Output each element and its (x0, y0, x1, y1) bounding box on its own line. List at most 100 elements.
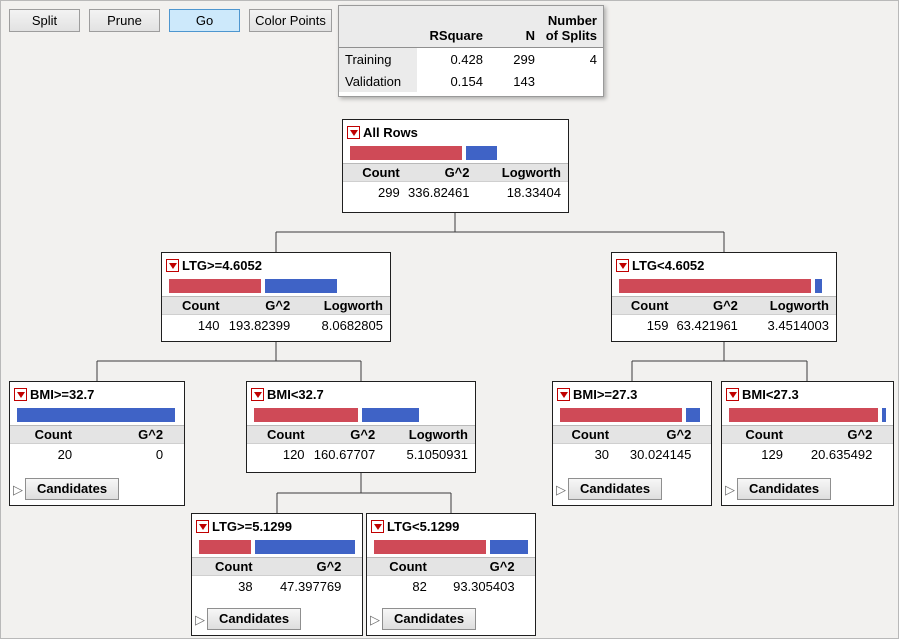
node-stats-header: Count G^2 (192, 557, 362, 576)
disclosure-triangle-icon[interactable]: ▷ (556, 481, 566, 497)
node-menu-icon[interactable] (251, 388, 264, 401)
bar-red-segment (350, 146, 462, 160)
red-triangle-icon (16, 391, 25, 398)
tree-node-bmi-lt-32-7: BMI<32.7 Count G^2 Logworth 120 160.6770… (246, 381, 476, 473)
node-title: All Rows (363, 125, 418, 140)
disclosure-triangle-icon[interactable]: ▷ (725, 481, 735, 497)
g2-header: G^2 (847, 427, 873, 442)
node-title-row: BMI>=27.3 (553, 382, 711, 404)
node-title-row: BMI>=32.7 (10, 382, 184, 404)
g2-value: 30.024145 (629, 447, 692, 462)
logworth-header: Logworth (769, 298, 829, 313)
bar-red-segment (560, 408, 682, 422)
go-button[interactable]: Go (169, 9, 240, 32)
count-value: 38 (238, 579, 253, 594)
tree-node-ltg-lt-4-6052: LTG<4.6052 Count G^2 Logworth 159 63.421… (611, 252, 837, 342)
node-stats-values: 299 336.82461 18.33404 (343, 183, 568, 202)
node-menu-icon[interactable] (616, 259, 629, 272)
node-stats-values: 38 47.397769 (192, 577, 362, 596)
class-probability-bar (612, 275, 836, 296)
bar-blue-segment (686, 408, 700, 422)
bar-blue-segment (255, 540, 355, 554)
count-header: Count (215, 559, 253, 574)
bar-red-segment (374, 540, 486, 554)
g2-header: G^2 (138, 427, 164, 442)
color-points-button[interactable]: Color Points (249, 9, 332, 32)
node-title: LTG>=4.6052 (182, 258, 262, 273)
disclosure-triangle-icon[interactable]: ▷ (13, 481, 23, 497)
logworth-header: Logworth (323, 298, 383, 313)
red-triangle-icon (168, 262, 177, 269)
g2-header: G^2 (316, 559, 342, 574)
candidates-button[interactable]: Candidates (25, 478, 120, 500)
red-triangle-icon (349, 129, 358, 136)
node-title: BMI>=27.3 (573, 387, 638, 402)
node-stats-header: Count G^2 (553, 425, 711, 444)
logworth-header: Logworth (408, 427, 468, 442)
node-stats-header: Count G^2 Logworth (612, 296, 836, 315)
validation-n-value: 143 (513, 73, 535, 89)
node-title: BMI<32.7 (267, 387, 324, 402)
node-menu-icon[interactable] (14, 388, 27, 401)
tree-node-bmi-ge-32-7: BMI>=32.7 Count G^2 20 0 ▷ Candidates (9, 381, 185, 506)
node-title: LTG<4.6052 (632, 258, 705, 273)
red-triangle-icon (373, 523, 382, 530)
class-probability-bar (367, 536, 535, 557)
candidates-button[interactable]: Candidates (568, 478, 663, 500)
logworth-value: 18.33404 (506, 185, 561, 200)
count-value: 20 (57, 447, 73, 462)
node-menu-icon[interactable] (557, 388, 570, 401)
count-value: 159 (646, 318, 669, 333)
class-probability-bar (10, 404, 184, 425)
logworth-header: Logworth (501, 165, 561, 180)
node-stats-header: Count G^2 (367, 557, 535, 576)
split-button[interactable]: Split (9, 9, 80, 32)
count-value: 299 (378, 185, 400, 200)
node-title-row: LTG>=5.1299 (192, 514, 362, 536)
node-menu-icon[interactable] (371, 520, 384, 533)
count-header: Count (34, 427, 73, 442)
logworth-value: 8.0682805 (321, 318, 383, 333)
node-menu-icon[interactable] (347, 126, 360, 139)
node-stats-values: 20 0 (10, 445, 184, 464)
tree-node-ltg-ge-5-1299: LTG>=5.1299 Count G^2 38 47.397769 ▷ Can… (191, 513, 363, 636)
node-title: LTG<5.1299 (387, 519, 460, 534)
g2-value: 160.67707 (313, 447, 376, 462)
candidates-button[interactable]: Candidates (382, 608, 477, 630)
node-title-row: LTG<5.1299 (367, 514, 535, 536)
disclosure-triangle-icon[interactable]: ▷ (195, 611, 205, 627)
count-value: 30 (594, 447, 610, 462)
candidates-button[interactable]: Candidates (207, 608, 302, 630)
count-value: 82 (412, 579, 427, 594)
node-menu-icon[interactable] (166, 259, 179, 272)
g2-value: 93.305403 (453, 579, 515, 594)
node-title-row: All Rows (343, 120, 568, 142)
g2-header: G^2 (265, 298, 291, 313)
disclosure-triangle-icon[interactable]: ▷ (370, 611, 380, 627)
node-menu-icon[interactable] (726, 388, 739, 401)
training-n-value: 299 (513, 51, 535, 67)
candidates-row: ▷ Candidates (553, 475, 711, 505)
count-header: Count (389, 559, 427, 574)
class-probability-bar (192, 536, 362, 557)
rsquare-column-header: RSquare (417, 6, 489, 48)
bar-red-segment (199, 540, 251, 554)
node-menu-icon[interactable] (196, 520, 209, 533)
prune-button[interactable]: Prune (89, 9, 160, 32)
count-header: Count (630, 298, 669, 313)
red-triangle-icon (253, 391, 262, 398)
count-value: 120 (282, 447, 305, 462)
count-value: 140 (197, 318, 220, 333)
node-stats-values: 159 63.421961 3.4514003 (612, 316, 836, 335)
bar-blue-segment (490, 540, 528, 554)
count-value: 129 (761, 447, 783, 462)
bar-blue-segment (17, 408, 175, 422)
bar-red-segment (729, 408, 879, 422)
candidates-button[interactable]: Candidates (737, 478, 832, 500)
g2-value: 47.397769 (279, 579, 342, 594)
node-stats-header: Count G^2 Logworth (162, 296, 390, 315)
g2-value: 336.82461 (408, 185, 470, 200)
count-header: Count (362, 165, 400, 180)
g2-header: G^2 (712, 298, 738, 313)
